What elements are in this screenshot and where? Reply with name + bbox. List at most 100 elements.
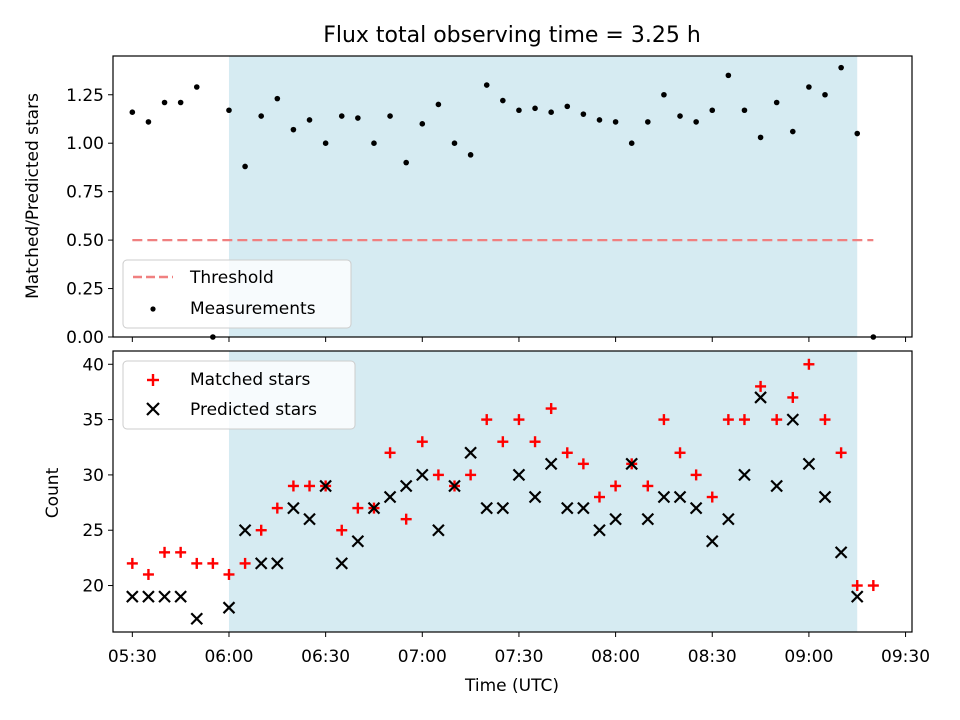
matched-star-point bbox=[465, 469, 477, 481]
measurement-point bbox=[322, 140, 329, 147]
matched-star-point bbox=[851, 580, 863, 592]
matched-star-point bbox=[336, 524, 348, 536]
predicted-star-point bbox=[464, 446, 477, 460]
bottom-y-tick-label: 20 bbox=[82, 577, 104, 597]
matched-star-point bbox=[674, 447, 686, 459]
top-legend: Threshold Measurements bbox=[122, 259, 352, 329]
predicted-star-point bbox=[802, 457, 816, 471]
matched-star-point bbox=[481, 414, 493, 426]
matched-star-point bbox=[867, 580, 879, 592]
predicted-star-point bbox=[126, 590, 139, 603]
predicted-star-point bbox=[625, 457, 638, 471]
measurement-point bbox=[161, 99, 168, 106]
matched-star-point bbox=[352, 502, 364, 514]
predicted-star-point bbox=[609, 512, 622, 526]
predicted-star-point bbox=[593, 523, 606, 537]
measurement-point bbox=[129, 109, 136, 115]
matched-star-point bbox=[577, 458, 589, 470]
measurement-point bbox=[628, 140, 635, 147]
measurement-point bbox=[596, 117, 603, 123]
x-tick-label: 09:30 bbox=[881, 647, 930, 667]
bottom-panel: 20 25 30 35 40 05:30 06:00 06:30 07:00 07:30 08:0… bbox=[43, 350, 930, 696]
matched-star-point bbox=[771, 414, 783, 426]
measurement-point bbox=[564, 103, 571, 110]
matched-star-point bbox=[803, 358, 815, 370]
predicted-star-point bbox=[416, 468, 429, 482]
chart-title: Flux total observing time = 3.25 h bbox=[323, 23, 701, 48]
matched-star-point bbox=[271, 502, 283, 514]
x-tick-label: 07:00 bbox=[398, 647, 447, 667]
measurement-point bbox=[371, 140, 377, 147]
measurement-point bbox=[145, 119, 152, 125]
predicted-star-point bbox=[303, 512, 316, 526]
predicted-star-point bbox=[399, 479, 413, 493]
matched-star-point bbox=[642, 480, 654, 492]
matched-star-point bbox=[126, 557, 138, 569]
bottom-y-tick-label: 25 bbox=[82, 521, 104, 541]
measurement-point bbox=[693, 119, 699, 125]
measurement-point bbox=[290, 126, 297, 133]
predicted-star-point bbox=[222, 601, 236, 614]
measurement-point bbox=[467, 152, 474, 158]
measurement-point bbox=[709, 107, 716, 114]
predicted-star-point bbox=[287, 501, 300, 515]
measurement-point bbox=[548, 109, 554, 115]
predicted-star-point bbox=[432, 523, 445, 537]
measurement-point bbox=[725, 72, 732, 79]
predicted-star-point bbox=[335, 557, 349, 570]
predicted-star-point bbox=[351, 535, 365, 548]
measurement-point bbox=[822, 91, 828, 98]
top-panel: 0.00 0.25 0.50 0.75 1.00 1.25 Matched/Predict… bbox=[23, 55, 913, 348]
measurement-point bbox=[226, 107, 232, 114]
legend-threshold-label: Threshold bbox=[189, 268, 274, 288]
matched-star-point bbox=[690, 469, 702, 481]
predicted-star-point bbox=[448, 479, 461, 493]
top-y-ticks: 0.00 0.25 0.50 0.75 1.00 1.25 bbox=[66, 86, 113, 348]
x-axis-label: Time (UTC) bbox=[464, 676, 559, 696]
bottom-x-ticks: 05:30 06:00 06:30 07:00 07:30 08:00 08:30 09:00… bbox=[108, 632, 930, 667]
predicted-star-point bbox=[319, 479, 332, 493]
count-points bbox=[126, 358, 879, 626]
matched-star-point bbox=[384, 447, 396, 459]
measurement-point bbox=[177, 99, 184, 106]
predicted-star-point bbox=[770, 479, 783, 493]
predicted-star-point bbox=[174, 590, 187, 603]
measurement-point bbox=[355, 115, 361, 121]
matched-star-point bbox=[497, 436, 509, 448]
bottom-y-axis-label: Count bbox=[43, 467, 63, 518]
matched-star-point bbox=[545, 403, 557, 415]
measurement-point bbox=[435, 101, 442, 108]
top-legend-box bbox=[122, 259, 352, 329]
predicted-star-point bbox=[528, 490, 542, 504]
measurement-point bbox=[773, 99, 780, 106]
matched-star-point bbox=[819, 414, 831, 426]
measurement-point bbox=[338, 113, 345, 119]
predicted-star-point bbox=[657, 490, 671, 504]
matched-star-point bbox=[706, 491, 718, 503]
legend-measurements-label: Measurements bbox=[190, 299, 316, 319]
predicted-star-point bbox=[560, 501, 574, 515]
top-y-tick-label: 1.00 bbox=[66, 134, 104, 154]
measurement-point bbox=[741, 107, 748, 114]
bottom-y-ticks: 20 25 30 35 40 bbox=[82, 355, 113, 597]
measurement-point bbox=[500, 97, 506, 104]
x-tick-label: 08:00 bbox=[591, 647, 640, 667]
predicted-star-point bbox=[480, 501, 494, 515]
matched-star-point bbox=[416, 436, 428, 448]
measurement-point bbox=[451, 140, 458, 147]
measurement-point bbox=[258, 113, 265, 119]
legend-predicted-swatch bbox=[146, 402, 160, 416]
x-tick-label: 06:30 bbox=[301, 647, 350, 667]
matched-star-point bbox=[400, 513, 412, 525]
measurement-point bbox=[838, 64, 844, 71]
top-y-tick-label: 0.50 bbox=[66, 231, 104, 251]
measurement-point bbox=[516, 107, 522, 114]
predicted-star-point bbox=[383, 490, 397, 504]
predicted-star-point bbox=[271, 557, 284, 570]
measurement-point bbox=[757, 134, 764, 141]
matched-star-point bbox=[593, 491, 605, 503]
predicted-star-point bbox=[254, 557, 268, 570]
x-tick-label: 06:00 bbox=[204, 647, 253, 667]
matched-star-point bbox=[610, 480, 622, 492]
